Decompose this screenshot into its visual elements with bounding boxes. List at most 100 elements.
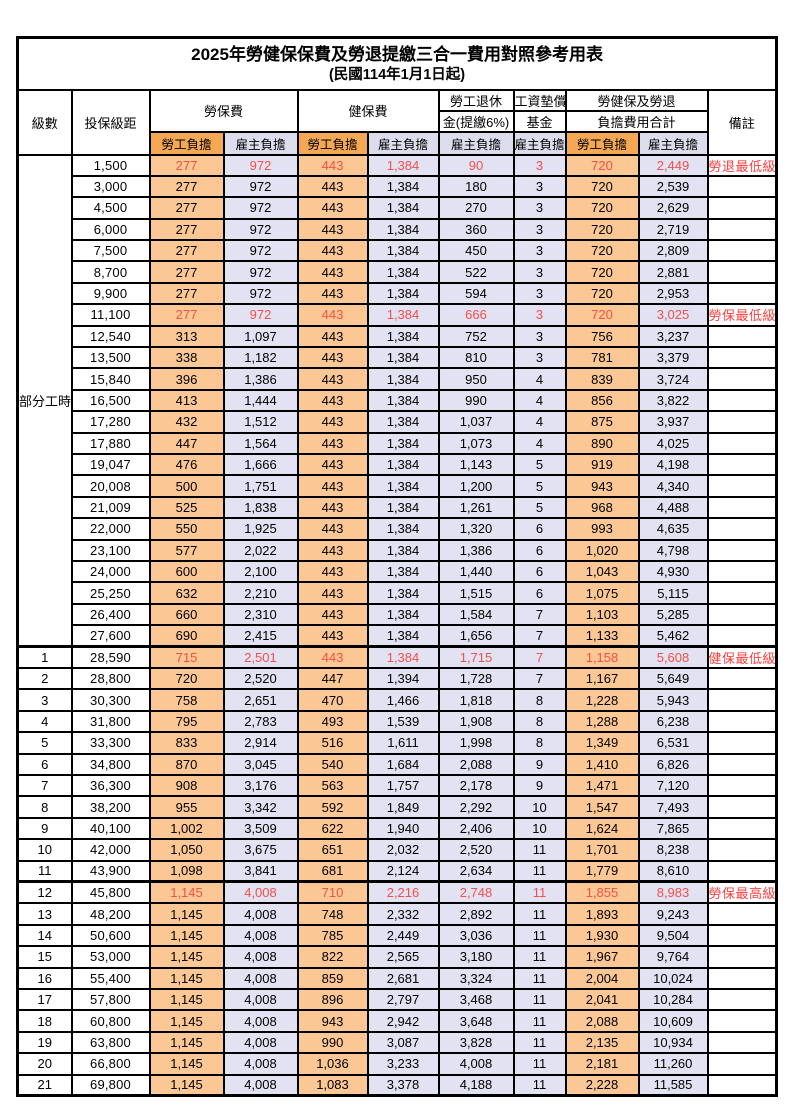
bracket-cell: 31,800 (70, 709, 151, 734)
labor-employer-cell: 4,008 (222, 1009, 299, 1033)
labor-employer-cell: 4,008 (222, 1073, 299, 1097)
total-employee-cell: 720 (564, 174, 640, 199)
wage-fund-employer-cell: 9 (512, 752, 567, 776)
health-employer-cell: 1,384 (366, 367, 440, 391)
labor-employee-cell: 1,145 (148, 880, 225, 905)
level-cell: 3 (16, 688, 73, 712)
bracket-cell: 17,280 (70, 410, 151, 434)
wage-fund-employer-cell: 3 (512, 174, 567, 199)
total-employer-cell: 4,635 (637, 517, 709, 541)
pension-employer-cell: 2,292 (437, 795, 515, 819)
health-employee-cell: 443 (296, 345, 369, 370)
pension-employer-cell: 2,520 (437, 838, 515, 862)
health-employee-cell: 1,036 (296, 1052, 369, 1076)
health-employer-cell: 2,942 (366, 1009, 440, 1033)
health-employee-cell: 443 (296, 217, 369, 242)
labor-employer-cell: 3,675 (222, 838, 299, 862)
bracket-cell: 57,800 (70, 987, 151, 1012)
health-employer-cell: 3,087 (366, 1030, 440, 1055)
remark-cell: 健保最低級距 (706, 645, 778, 669)
labor-employer-cell: 1,666 (222, 452, 299, 477)
total-employer-cell: 11,260 (637, 1052, 709, 1076)
wage-fund-employer-cell: 3 (512, 153, 567, 177)
total-employer-cell: 7,865 (637, 816, 709, 841)
pension-employer-cell: 3,180 (437, 945, 515, 969)
table-row: 4,500 277 972 443 1,384 270 3 720 2,629 (18, 196, 778, 220)
labor-employer-cell: 972 (222, 217, 299, 242)
total-employee-cell: 1,624 (564, 816, 640, 841)
total-employer-cell: 5,285 (637, 602, 709, 627)
wage-fund-employer-cell: 3 (512, 345, 567, 370)
total-employer-cell: 9,243 (637, 902, 709, 926)
bracket-cell: 12,540 (70, 324, 151, 349)
table-row: 27,600 690 2,415 443 1,384 1,656 7 1,133 5,462 (18, 624, 778, 648)
total-employee-cell: 1,103 (564, 602, 640, 627)
table-row: 15 53,000 1,145 4,008 822 2,565 3,180 11 1,967 9,… (16, 945, 778, 969)
bracket-cell: 26,400 (70, 602, 151, 627)
bracket-cell: 42,000 (70, 838, 151, 862)
labor-employer-cell: 2,210 (222, 581, 299, 605)
health-employee-cell: 785 (296, 923, 369, 948)
bracket-cell: 17,880 (70, 431, 151, 455)
level-group-cell: 部分工時 (16, 153, 73, 648)
labor-employer-cell: 2,022 (222, 538, 299, 562)
total-employer-cell: 3,025 (637, 303, 709, 327)
total-employee-cell: 968 (564, 495, 640, 520)
wage-fund-employer-cell: 11 (512, 1052, 567, 1076)
bracket-cell: 53,000 (70, 945, 151, 969)
wage-fund-employer-cell: 3 (512, 217, 567, 242)
total-employee-cell: 856 (564, 388, 640, 413)
labor-employer-cell: 3,176 (222, 773, 299, 798)
health-employer-cell: 1,384 (366, 645, 440, 669)
labor-employer-cell: 1,925 (222, 517, 299, 541)
health-employee-cell: 443 (296, 452, 369, 477)
bracket-cell: 13,500 (70, 345, 151, 370)
labor-employer-cell: 2,501 (222, 645, 299, 669)
wage-fund-employer-cell: 7 (512, 602, 567, 627)
total-employer-cell: 6,826 (637, 752, 709, 776)
level-cell: 17 (16, 987, 73, 1012)
total-employee-cell: 720 (564, 303, 640, 327)
health-employee-cell: 443 (296, 474, 369, 498)
health-employee-cell: 443 (296, 303, 369, 327)
table-row: 16 55,400 1,145 4,008 859 2,681 3,324 11 2,004 10… (16, 966, 778, 990)
bracket-cell: 20,008 (70, 474, 151, 498)
total-employee-cell: 1,855 (564, 880, 640, 905)
level-cell: 14 (16, 923, 73, 948)
col-header-health-insurance: 健保費 (296, 88, 440, 133)
health-employer-cell: 1,394 (366, 666, 440, 691)
labor-employee-cell: 632 (148, 581, 225, 605)
col-header-labor-insurance: 勞保費 (148, 88, 299, 133)
wage-fund-employer-cell: 11 (512, 902, 567, 926)
total-employer-cell: 10,284 (637, 987, 709, 1012)
health-employer-cell: 1,384 (366, 153, 440, 177)
bracket-cell: 28,590 (70, 645, 151, 669)
table-row: 23,100 577 2,022 443 1,384 1,386 6 1,020 4,798 (18, 538, 778, 562)
labor-employee-cell: 277 (148, 260, 225, 284)
total-employee-cell: 2,004 (564, 966, 640, 990)
page-subtitle: (民國114年1月1日起) (328, 67, 466, 84)
remark-cell (706, 367, 778, 391)
health-employer-cell: 1,384 (366, 345, 440, 370)
health-employee-cell: 443 (296, 239, 369, 263)
total-employer-cell: 2,881 (637, 260, 709, 284)
total-employee-cell: 1,547 (564, 795, 640, 819)
bracket-cell: 1,500 (70, 153, 151, 177)
wage-fund-employer-cell: 11 (512, 966, 567, 990)
health-employee-cell: 443 (296, 559, 369, 584)
total-employer-cell: 10,024 (637, 966, 709, 990)
labor-employee-cell: 1,145 (148, 966, 225, 990)
header-row-1: 級數 投保級距 勞保費 健保費 勞工退休 工資墊償 勞健保及勞退 備註 (16, 88, 778, 156)
bracket-cell: 48,200 (70, 902, 151, 926)
bracket-cell: 3,000 (70, 174, 151, 199)
labor-employee-cell: 500 (148, 474, 225, 498)
remark-cell (706, 923, 778, 948)
pension-employer-cell: 950 (437, 367, 515, 391)
bracket-cell: 66,800 (70, 1052, 151, 1076)
total-employee-cell: 2,181 (564, 1052, 640, 1076)
remark-cell (706, 966, 778, 990)
pension-employer-cell: 2,892 (437, 902, 515, 926)
table-row: 17 57,800 1,145 4,008 896 2,797 3,468 11 2,041 10… (16, 987, 778, 1012)
